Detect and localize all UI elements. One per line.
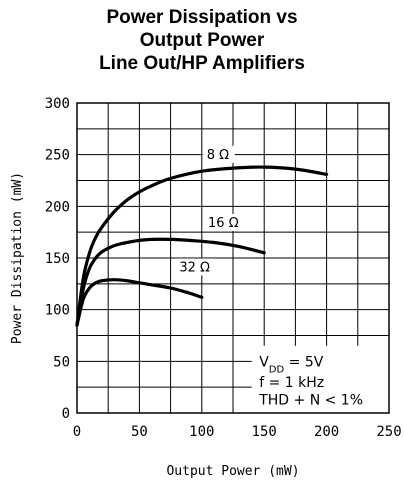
series-8-ohm-line [75,165,329,327]
plot-frame [76,102,390,414]
series-16-ohm-line [75,237,266,327]
x-tick-label: 150 [252,424,277,440]
y-tick-label: 200 [45,199,70,215]
series-32-ohm-line [75,278,204,327]
x-tick-label: 100 [189,424,214,440]
condition-3: THD + N < 1% [258,393,363,409]
chart-title-line-1: Power Dissipation vs [106,7,298,28]
series-32-ohm-label: 32 Ω [179,260,210,275]
y-tick-label: 50 [53,354,70,370]
series-8-ohm-label-bg [202,145,235,163]
series-8-ohm-label: 8 Ω [207,148,229,163]
y-tick-label: 100 [45,303,70,319]
chart-title-line-2: Output Power [139,30,265,51]
condition-2: f = 1 kHz [259,375,324,391]
x-tick-label: 250 [376,424,401,440]
y-tick-label: 150 [45,251,70,267]
y-tick-label: 0 [62,406,70,422]
y-tick-label: 300 [45,96,70,112]
chart-title-line-3: Line Out/HP Amplifiers [99,53,305,74]
y-tick-label: 250 [45,148,70,164]
condition-1: VDD = 5V [259,355,324,376]
chart-title: Power Dissipation vs Output Power Line O… [0,6,404,75]
y-axis-label: Power Dissipation (mW) [10,172,25,344]
conditions-box [251,345,389,413]
x-tick-label: 50 [131,424,148,440]
x-axis-label: Output Power (mW) [166,464,299,479]
series-16-ohm-label: 16 Ω [208,216,239,231]
x-tick-label: 200 [314,424,339,440]
x-tick-label: 0 [73,424,81,440]
series-32-ohm-label-bg [175,258,216,276]
series-16-ohm-label-bg [204,214,245,231]
